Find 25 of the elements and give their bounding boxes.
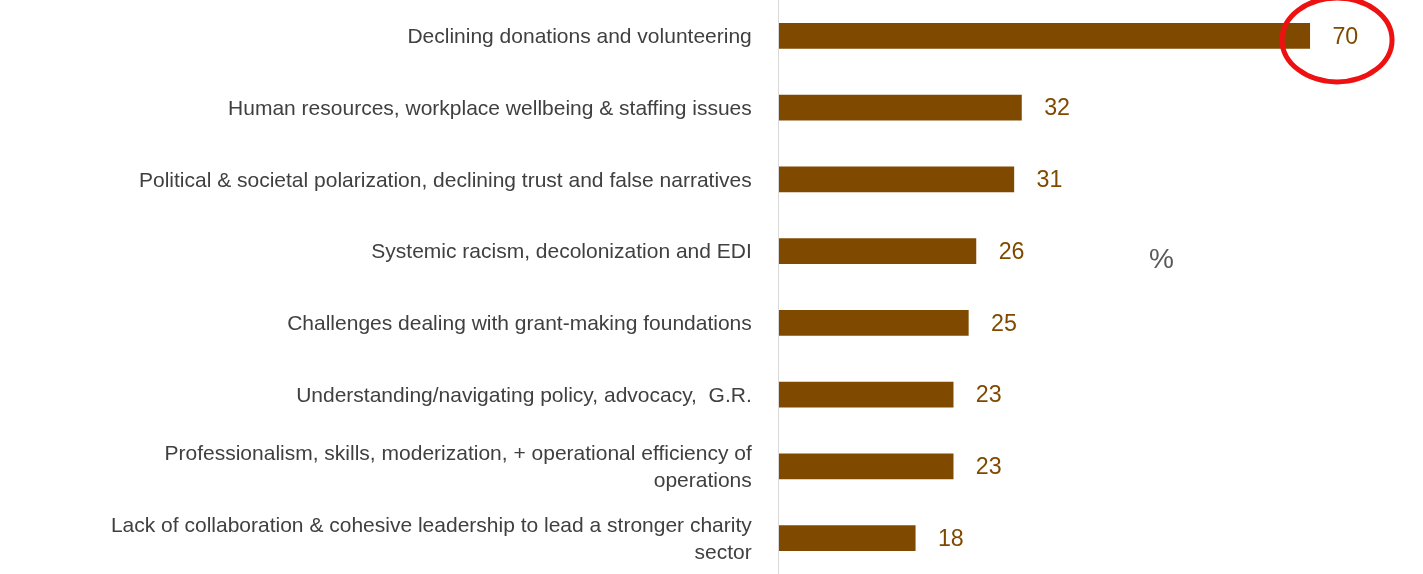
- bar: [779, 238, 977, 265]
- annotation: %: [1149, 243, 1174, 274]
- bar: [779, 525, 916, 552]
- y-tick-label: Professionalism, skills, moderization, + operational efficiency of operations: [164, 441, 752, 492]
- data-label: 26: [979, 237, 1025, 264]
- bar: [779, 22, 1311, 49]
- data-label: 32: [1024, 94, 1070, 121]
- y-tick-label: Human resources, workplace wellbeing & staffing issues: [228, 95, 752, 119]
- bar: [779, 309, 969, 336]
- bar: [779, 166, 1015, 193]
- bar: [779, 94, 1022, 121]
- data-label: 23: [956, 453, 1002, 480]
- y-tick-label: Political & societal polarization, declining trust and false narratives: [138, 167, 752, 191]
- y-tick-label: Systemic racism, decolonization and EDI: [371, 239, 752, 263]
- data-label: 25: [971, 309, 1017, 336]
- data-label: 70: [1313, 22, 1359, 49]
- bar: [779, 453, 954, 480]
- y-tick-label: Challenges dealing with grant-making foundations: [287, 311, 752, 335]
- data-label: 18: [918, 524, 964, 551]
- y-tick-label: Declining donations and volunteering: [407, 24, 752, 48]
- bar: [779, 381, 954, 408]
- data-label: 23: [956, 381, 1002, 408]
- y-tick-label: Understanding/navigating policy, advocacy, G.R.: [296, 382, 752, 406]
- y-tick-label: Lack of collaboration & cohesive leadership to lead a stronger charity sector: [110, 512, 753, 564]
- data-label: 31: [1017, 166, 1063, 193]
